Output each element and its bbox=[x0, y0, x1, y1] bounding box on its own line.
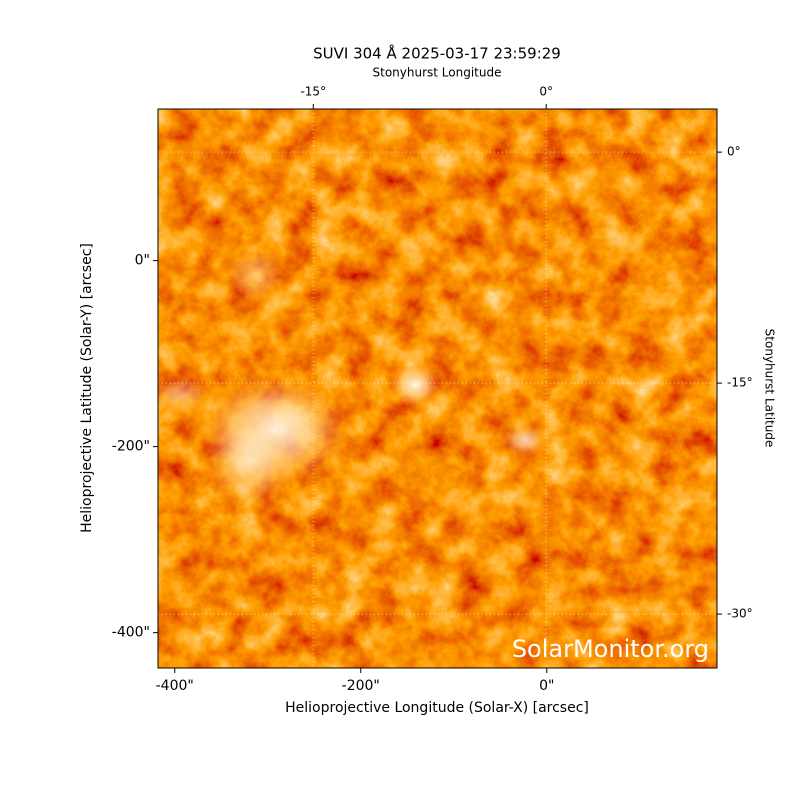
x-tick-label: -200" bbox=[342, 678, 380, 694]
x2-tick-label: -15° bbox=[300, 85, 326, 99]
y2-tick-label: -15° bbox=[727, 376, 753, 390]
chart-title: SUVI 304 Å 2025-03-17 23:59:29 bbox=[313, 44, 561, 63]
y2-tick-label: -30° bbox=[727, 607, 753, 621]
y2-tick-label: 0° bbox=[727, 145, 741, 159]
y-axis-label: Helioprojective Latitude (Solar-Y) [arcs… bbox=[79, 243, 95, 533]
y-tick-label: 0" bbox=[135, 253, 150, 269]
y-tick-label: -200" bbox=[112, 439, 150, 455]
solar-image bbox=[158, 109, 717, 668]
y2-axis-label: Stonyhurst Latitude bbox=[763, 329, 777, 448]
x-tick-label: 0" bbox=[539, 678, 554, 694]
plot-frame bbox=[157, 108, 718, 669]
x-axis-label: Helioprojective Longitude (Solar-X) [arc… bbox=[285, 700, 589, 716]
y-tick-label: -400" bbox=[112, 625, 150, 641]
x2-tick-label: 0° bbox=[539, 85, 553, 99]
x2-axis-label: Stonyhurst Longitude bbox=[373, 66, 502, 80]
x-tick-label: -400" bbox=[156, 678, 194, 694]
watermark: SolarMonitor.org bbox=[512, 635, 709, 663]
